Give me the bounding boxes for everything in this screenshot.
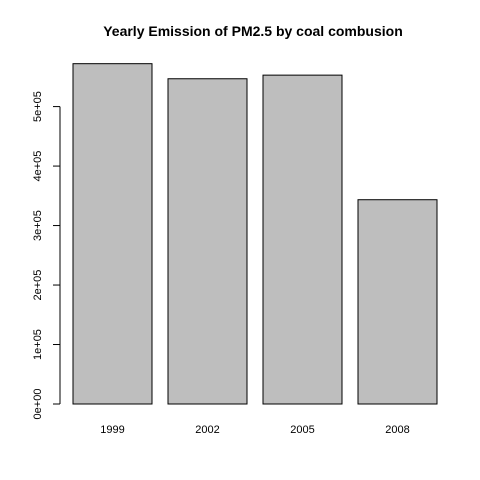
y-tick-label: 2e+05 [32, 270, 44, 301]
y-tick-label: 1e+05 [32, 329, 44, 360]
x-tick-label: 2008 [385, 424, 409, 436]
bars-group [73, 64, 437, 404]
y-tick-label: 5e+05 [32, 91, 44, 122]
x-axis-labels: 1999 2002 2005 2008 [100, 424, 409, 436]
bar-1999 [73, 64, 152, 404]
bar-2008 [358, 200, 437, 404]
chart-title: Yearly Emission of PM2.5 by coal combusi… [103, 23, 403, 39]
y-axis: 0e+00 1e+05 2e+05 3e+05 4e+05 5e+05 [32, 91, 60, 419]
y-tick-label: 4e+05 [32, 151, 44, 182]
x-tick-label: 2005 [290, 424, 314, 436]
x-tick-label: 1999 [100, 424, 124, 436]
bar-2005 [263, 75, 342, 404]
y-tick-label: 0e+00 [32, 389, 44, 420]
y-tick-label: 3e+05 [32, 210, 44, 241]
x-tick-label: 2002 [195, 424, 219, 436]
bar-2002 [168, 79, 247, 404]
